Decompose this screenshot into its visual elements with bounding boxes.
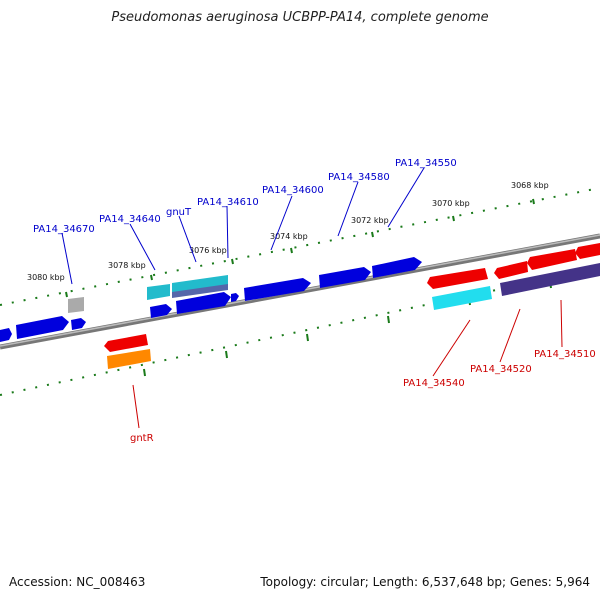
scale-label: 3076 kbp (189, 246, 227, 255)
accession-text: Accession: NC_008463 (9, 575, 146, 589)
forward-features (68, 275, 228, 313)
gene-label[interactable]: PA14_34670 (33, 224, 95, 235)
feature-box[interactable] (172, 284, 228, 298)
label-leaders (61, 167, 563, 429)
gene-label[interactable]: gntR (130, 433, 154, 444)
scale-label: 3070 kbp (432, 199, 470, 208)
gene-arrow[interactable] (427, 268, 488, 289)
gene-arrow[interactable] (319, 267, 371, 288)
scale-label: 3074 kbp (270, 232, 308, 241)
gene-label[interactable]: PA14_34510 (534, 349, 596, 360)
gene-label[interactable]: PA14_34550 (395, 158, 457, 169)
gene-label[interactable]: gnuT (166, 207, 192, 218)
scale-label: 3078 kbp (108, 261, 146, 270)
gene-arrow[interactable] (176, 292, 231, 314)
gene-arrow[interactable] (372, 257, 422, 278)
gene-arrow[interactable] (16, 316, 69, 339)
feature-box[interactable] (107, 349, 151, 369)
scale-label: 3080 kbp (27, 273, 65, 282)
gene-arrow[interactable] (244, 278, 311, 301)
gene-label[interactable]: PA14_34540 (403, 378, 465, 389)
gene-label[interactable]: PA14_34640 (99, 214, 161, 225)
gene-label[interactable]: PA14_34600 (262, 185, 324, 196)
gene-arrow[interactable] (527, 249, 577, 270)
genome-summary-text: Topology: circular; Length: 6,537,648 bp… (260, 575, 590, 589)
feature-box[interactable] (432, 286, 492, 310)
gene-label[interactable]: PA14_34520 (470, 364, 532, 375)
gene-label[interactable]: PA14_34610 (197, 197, 259, 208)
gene-arrow[interactable] (231, 293, 239, 302)
gene-arrow[interactable] (150, 304, 172, 318)
gene-arrow[interactable] (575, 243, 600, 259)
feature-box[interactable] (147, 284, 170, 300)
upper-major-ticks (65, 198, 535, 298)
feature-box[interactable] (500, 263, 600, 296)
gene-label[interactable]: PA14_34580 (328, 172, 390, 183)
map-title: Pseudomonas aeruginosa UCBPP-PA14, compl… (111, 10, 489, 25)
forward-genes (0, 257, 422, 342)
reverse-genes (104, 243, 600, 369)
scale-label: 3068 kbp (511, 181, 549, 190)
feature-box[interactable] (68, 297, 84, 313)
gene-arrow[interactable] (71, 318, 86, 330)
gene-arrow[interactable] (0, 328, 12, 342)
gene-arrow[interactable] (494, 261, 528, 279)
gene-arrow[interactable] (104, 334, 148, 352)
scale-label: 3072 kbp (351, 216, 389, 225)
